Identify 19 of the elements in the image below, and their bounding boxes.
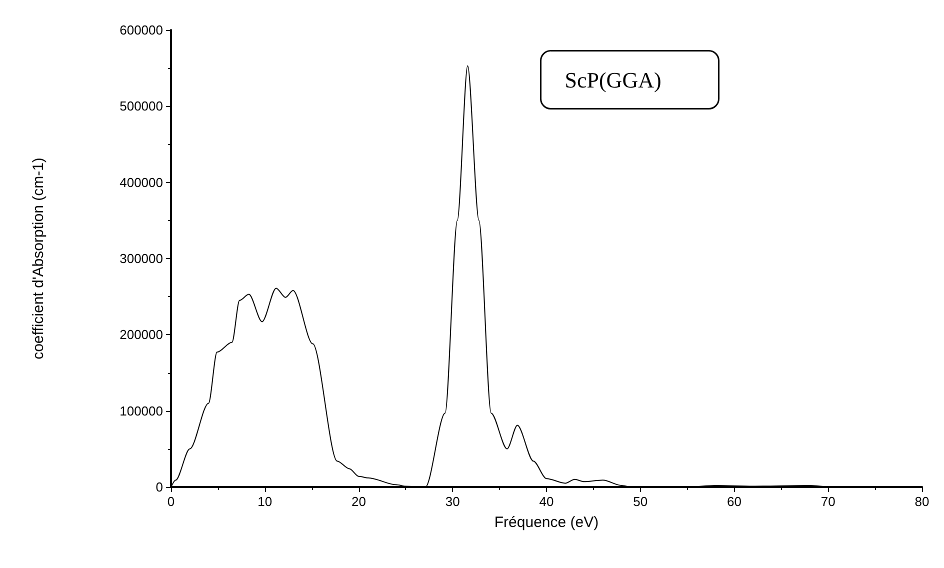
x-tick-label: 60 — [727, 494, 742, 509]
y-tick-label: 500000 — [120, 98, 163, 114]
y-tick-label: 100000 — [120, 403, 163, 418]
x-tick-label: 50 — [633, 494, 648, 509]
x-tick-label: 80 — [914, 494, 930, 509]
x-tick-label: 0 — [167, 494, 175, 509]
y-tick-label: 600000 — [120, 22, 163, 38]
y-tick-label: 300000 — [120, 251, 163, 266]
y-tick-label: 0 — [156, 480, 163, 494]
y-tick-label: 200000 — [120, 327, 163, 342]
y-tick-label: 400000 — [120, 174, 163, 190]
x-tick-label: 30 — [445, 494, 460, 509]
x-tick-label: 20 — [352, 494, 366, 509]
x-axis-title: Fréquence (eV) — [494, 514, 599, 531]
x-tick-label: 70 — [820, 494, 836, 509]
x-tick-label: 10 — [258, 494, 272, 509]
x-tick-label: 40 — [539, 494, 554, 509]
annotation: ScP(GGA) — [564, 67, 662, 92]
y-axis-title: coefficient d'Absorption (cm-1) — [30, 158, 47, 360]
